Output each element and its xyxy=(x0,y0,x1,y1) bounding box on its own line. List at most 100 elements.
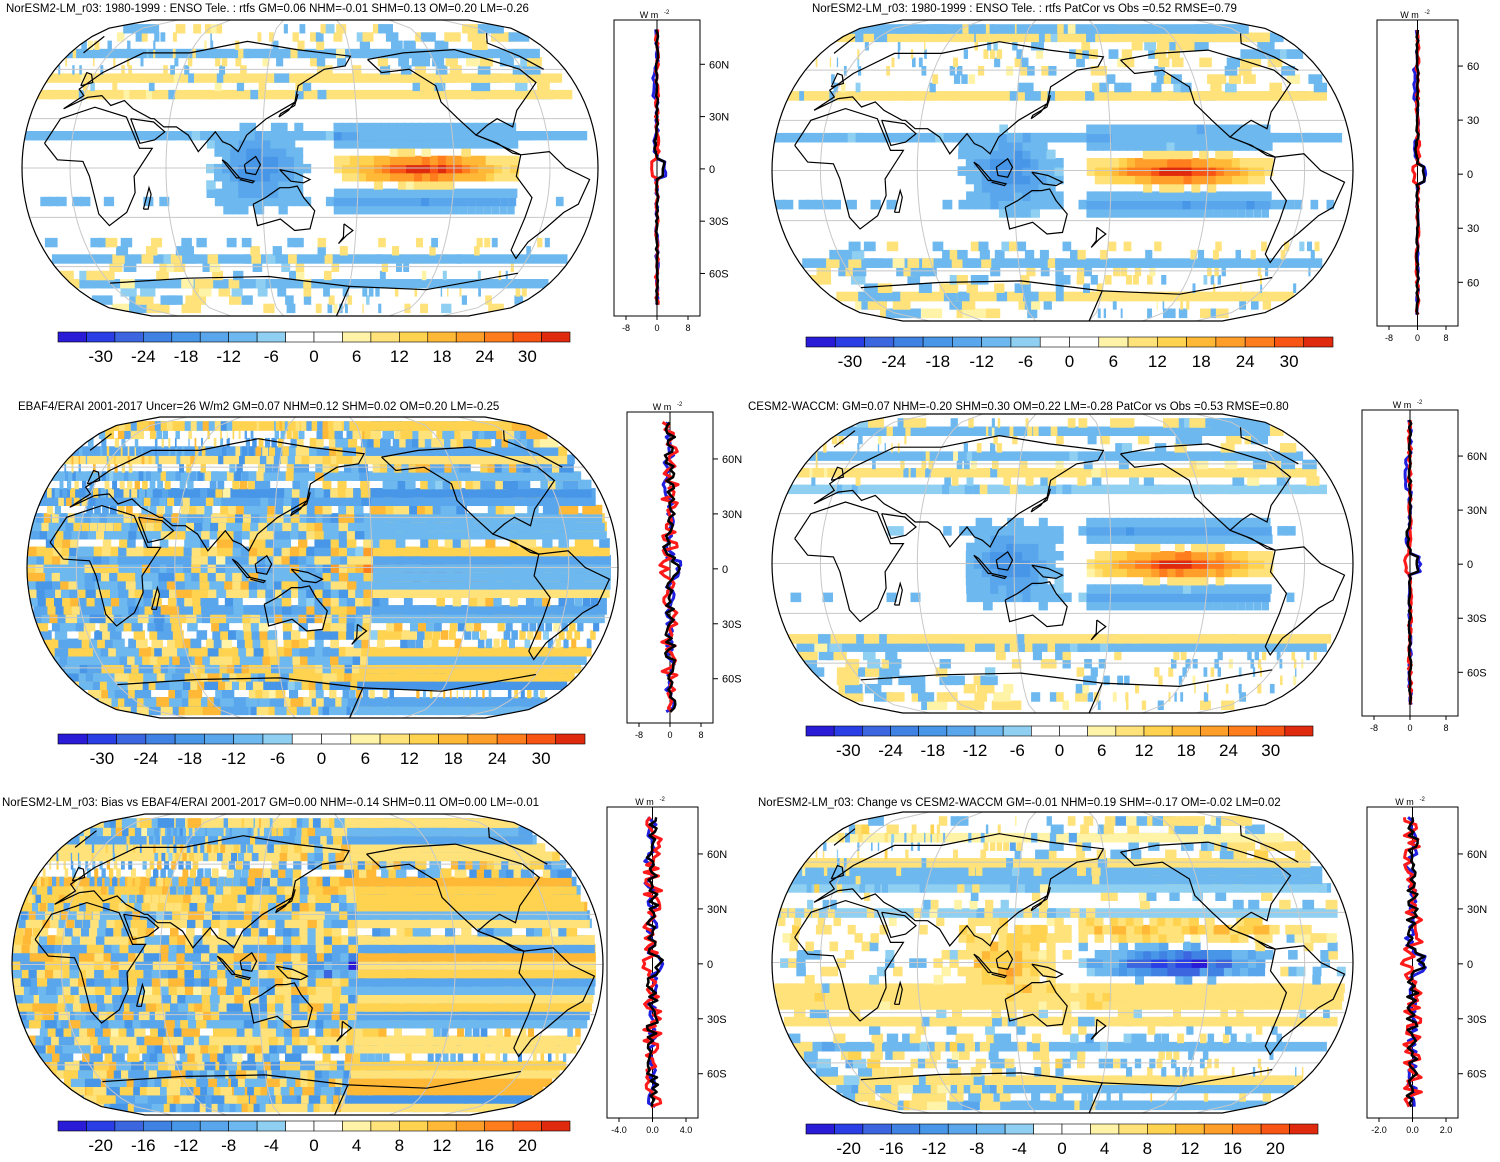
x-tick-label: -2.0 xyxy=(1371,1125,1387,1135)
colorbar-cell xyxy=(1215,336,1246,348)
colorbar-label: 18 xyxy=(433,347,452,366)
map-border xyxy=(26,416,619,719)
colorbar-cell xyxy=(399,331,429,343)
colorbar-cell xyxy=(233,733,264,745)
colorbar-cell xyxy=(805,1123,835,1135)
panel-title: NorESM2-LM_r03: Bias vs EBAF4/ERAI 2001-… xyxy=(2,797,540,809)
colorbar-cell xyxy=(1090,1123,1120,1135)
colorbar-cell xyxy=(862,1123,892,1135)
colorbar-cell xyxy=(1186,336,1217,348)
colorbar: -30 -24 -18 -12 -6 0 6 12 18 24 30 xyxy=(805,336,1334,371)
lat-tick-label: 30N xyxy=(709,112,729,124)
x-tick-label: -8 xyxy=(635,730,643,740)
map-border xyxy=(21,19,599,317)
colorbar-label: -12 xyxy=(216,347,241,366)
lat-tick-label: 60S xyxy=(707,1069,727,1081)
colorbar-cell xyxy=(342,1120,372,1132)
lat-tick-label: 30S xyxy=(722,619,742,631)
colorbar-label: -30 xyxy=(836,741,861,760)
world-map xyxy=(771,19,1354,322)
colorbar-label: 0 xyxy=(1057,1139,1066,1158)
x-tick-label: 0 xyxy=(667,730,672,740)
colorbar-cell xyxy=(1228,725,1257,737)
lat-tick-label: 30S xyxy=(707,1014,727,1026)
colorbar-cell xyxy=(922,336,953,348)
colorbar-cell xyxy=(1033,1123,1063,1135)
colorbar-cell xyxy=(114,331,144,343)
colorbar: -30 -24 -18 -12 -6 0 6 12 18 24 30 xyxy=(57,331,571,366)
x-tick-label: -4.0 xyxy=(611,1125,627,1135)
zonal-mean-profile: W m -2 60 30 0 30 60 -8 0 8 xyxy=(1376,10,1479,343)
profile-unit-exp: -2 xyxy=(1425,10,1431,16)
colorbar-label: -24 xyxy=(882,352,907,371)
colorbar-label: 8 xyxy=(1143,1139,1152,1158)
colorbar-label: 8 xyxy=(395,1136,404,1155)
x-tick-label: 0.0 xyxy=(1406,1125,1419,1135)
colorbar-cell xyxy=(256,1120,286,1132)
colorbar-cell xyxy=(1127,336,1158,348)
colorbar-cell xyxy=(1232,1123,1262,1135)
colorbar: -20 -16 -12 -8 -4 0 4 8 12 16 20 xyxy=(805,1123,1319,1158)
colorbar-cell xyxy=(974,725,1004,737)
colorbar-cell xyxy=(1115,725,1145,737)
colorbar-label: -4 xyxy=(1012,1139,1027,1158)
colorbar-cell xyxy=(57,331,87,343)
lat-tick-label: 30N xyxy=(722,509,742,521)
colorbar-cell xyxy=(947,1123,977,1135)
lat-tick-label: 0 xyxy=(707,959,713,971)
colorbar-cell xyxy=(555,733,586,745)
colorbar-label: 20 xyxy=(518,1136,537,1155)
colorbar-label: 0 xyxy=(309,1136,318,1155)
colorbar-cell xyxy=(484,331,514,343)
shading-layer xyxy=(12,818,597,1113)
profile-difference-line xyxy=(662,421,681,713)
lat-tick-label: 60N xyxy=(1467,451,1487,463)
colorbar-label: -12 xyxy=(963,741,988,760)
colorbar-cell xyxy=(467,733,498,745)
colorbar-cell xyxy=(918,725,948,737)
colorbar-cell xyxy=(228,331,258,343)
colorbar-label: -30 xyxy=(838,352,863,371)
colorbar-label: 20 xyxy=(1266,1139,1285,1158)
lat-tick-label: 60 xyxy=(1467,61,1479,73)
colorbar-cell xyxy=(512,331,542,343)
panel-title: NorESM2-LM_r03: 1980-1999 : ENSO Tele. :… xyxy=(6,3,529,15)
colorbar-label: 12 xyxy=(1148,352,1167,371)
colorbar-label: 24 xyxy=(475,347,494,366)
lat-tick-label: 60S xyxy=(1467,1069,1487,1081)
colorbar-label: -30 xyxy=(90,749,115,768)
world-map xyxy=(21,19,599,317)
zonal-mean-profile: W m -2 60N 30N 0 30S 60S -8 0 8 xyxy=(1361,400,1487,733)
colorbar-cell xyxy=(409,733,439,745)
x-tick-label: 0 xyxy=(1415,333,1420,343)
colorbar-cell xyxy=(313,1120,343,1132)
colorbar-cell xyxy=(1175,1123,1205,1135)
colorbar-label: -18 xyxy=(174,347,199,366)
lat-tick-label: 0 xyxy=(1467,169,1473,181)
colorbar-label: 0 xyxy=(1065,352,1074,371)
lat-tick-label: 30S xyxy=(709,216,729,228)
colorbar-cell xyxy=(1256,725,1286,737)
colorbar-cell xyxy=(891,1123,921,1135)
profile-unit-exp: -2 xyxy=(664,10,670,16)
colorbar-label: 24 xyxy=(1219,741,1238,760)
world-map xyxy=(26,416,619,719)
colorbar-cell xyxy=(262,733,293,745)
colorbar-cell xyxy=(1284,725,1314,737)
shading-layer xyxy=(787,418,1332,710)
colorbar-label: -24 xyxy=(134,749,159,768)
colorbar-cell xyxy=(143,331,173,343)
colorbar-cell xyxy=(1059,725,1088,737)
colorbar: -30 -24 -18 -12 -6 0 6 12 18 24 30 xyxy=(57,733,586,768)
colorbar-label: 18 xyxy=(1192,352,1211,371)
colorbar-cell xyxy=(370,1120,400,1132)
colorbar-label: 12 xyxy=(1135,741,1154,760)
x-tick-label: 0.0 xyxy=(646,1125,659,1135)
world-map xyxy=(771,811,1354,1114)
lat-tick-label: 30N xyxy=(707,904,727,916)
profile-difference-line xyxy=(1405,817,1426,1108)
profile-unit: W m xyxy=(1395,797,1414,807)
colorbar-label: 6 xyxy=(361,749,370,768)
zonal-mean-profile: W m -2 60N 30N 0 30S 60S -8 0 8 xyxy=(626,402,742,740)
colorbar-cell xyxy=(204,733,234,745)
